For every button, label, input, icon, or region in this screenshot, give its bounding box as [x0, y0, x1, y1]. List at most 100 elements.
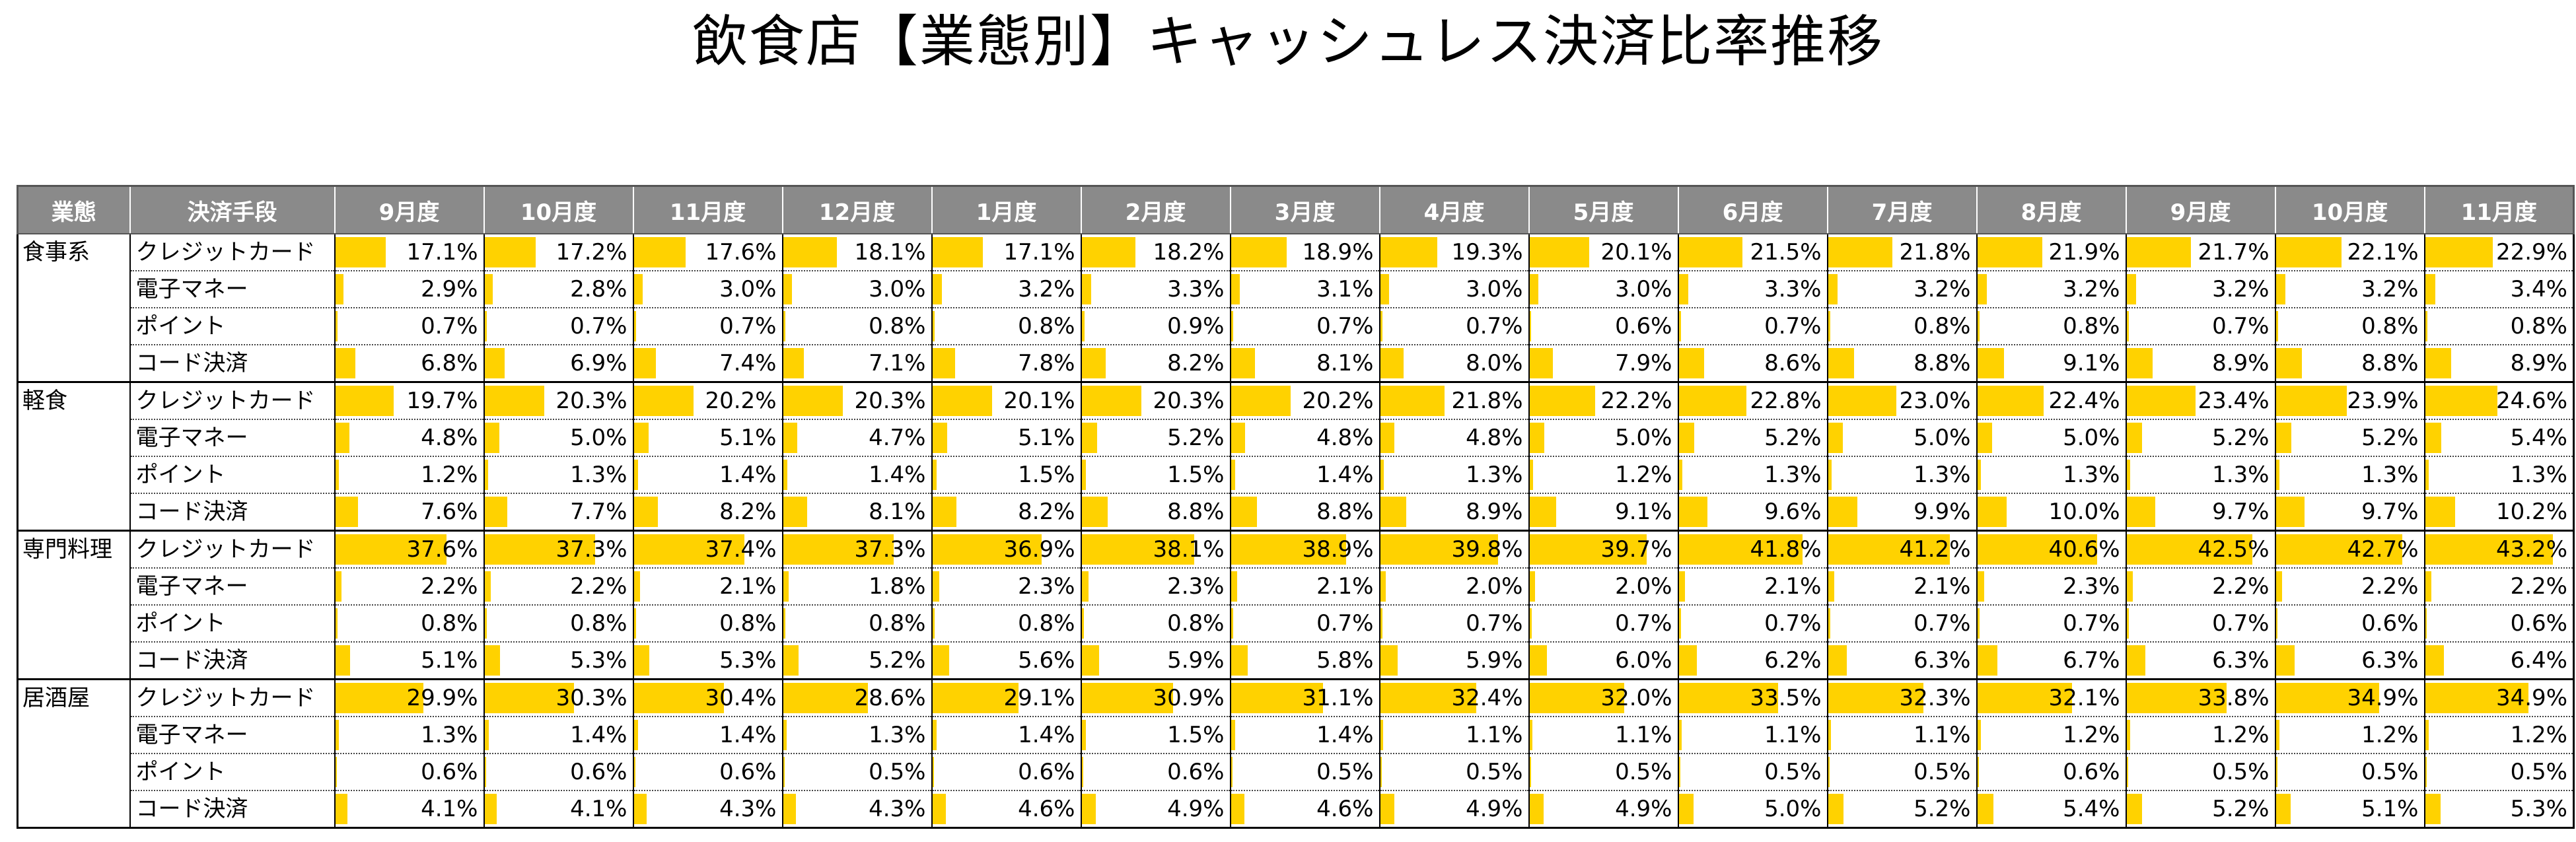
data-bar — [1529, 386, 1595, 416]
data-label: 19.3% — [1451, 239, 1523, 265]
value-cell: 9.7% — [2274, 493, 2425, 532]
table-row: コード決済 6.8% 6.9% 7.4% 7.1% 7.8% 8.2% 8.1% 8.0% 7.9… — [18, 345, 2575, 383]
data-bar — [2126, 720, 2130, 750]
header-month-15: 11月度 — [2423, 185, 2575, 234]
value-cell: 1.2% — [2423, 717, 2575, 754]
value-cell: 34.9% — [2274, 679, 2425, 717]
data-bar — [484, 386, 545, 416]
category-cell: 食事系 — [17, 234, 131, 383]
value-cell: 7.4% — [632, 345, 783, 383]
value-cell: 1.2% — [2274, 717, 2425, 754]
data-bar — [1828, 608, 1830, 639]
data-bar — [1380, 423, 1394, 453]
value-cell: 20.3% — [483, 382, 634, 420]
value-cell: 3.2% — [931, 271, 1082, 308]
value-cell: 0.8% — [2274, 308, 2425, 345]
value-cell: 1.1% — [1528, 717, 1679, 754]
value-cell: 0.8% — [632, 605, 783, 643]
value-cell: 6.2% — [1677, 642, 1828, 680]
data-bar — [1828, 348, 1854, 378]
data-label: 8.9% — [2212, 350, 2270, 376]
value-cell: 5.0% — [1976, 419, 2127, 457]
data-bar — [1529, 497, 1557, 527]
data-bar — [633, 683, 724, 713]
data-label: 0.8% — [570, 610, 627, 637]
value-cell: 4.3% — [632, 790, 783, 829]
value-cell: 6.7% — [1976, 642, 2127, 680]
data-label: 17.2% — [555, 239, 627, 265]
data-label: 22.9% — [2495, 239, 2567, 265]
data-label: 7.4% — [719, 350, 777, 376]
value-cell: 4.1% — [334, 790, 485, 829]
value-cell: 1.3% — [1677, 456, 1828, 494]
data-label: 1.3% — [2361, 462, 2419, 488]
data-label: 5.9% — [1167, 647, 1225, 674]
value-cell: 8.8% — [1080, 493, 1231, 532]
data-label: 37.6% — [406, 536, 478, 563]
data-bar — [1678, 571, 1685, 602]
data-bar — [1529, 460, 1533, 490]
value-cell: 5.1% — [2274, 790, 2425, 829]
data-label: 1.4% — [869, 462, 926, 488]
data-label: 36.9% — [1003, 536, 1075, 563]
data-bar — [1081, 720, 1087, 750]
data-label: 7.1% — [869, 350, 926, 376]
data-bar — [484, 311, 487, 341]
data-label: 0.5% — [2212, 759, 2270, 785]
value-cell: 4.1% — [483, 790, 634, 829]
value-cell: 1.4% — [931, 717, 1082, 754]
data-label: 38.9% — [1302, 536, 1374, 563]
data-bar — [2425, 683, 2528, 713]
data-bar — [2275, 348, 2302, 378]
value-cell: 5.0% — [1528, 419, 1679, 457]
value-cell: 3.2% — [2125, 271, 2276, 308]
data-bar — [335, 794, 347, 824]
header-month-2: 10月度 — [483, 185, 634, 234]
data-label: 0.9% — [1167, 313, 1225, 339]
value-cell: 0.6% — [483, 754, 634, 791]
data-bar — [2425, 423, 2441, 453]
table-row: 居酒屋 クレジットカード 29.9% 30.3% 30.4% 28.6% 29.1% 30.9… — [17, 679, 2575, 829]
value-cell: 1.1% — [1378, 717, 1530, 754]
data-label: 4.1% — [570, 796, 627, 822]
table-row: ポイント 0.8% 0.8% 0.8% 0.8% 0.8% 0.8% 0.7% 0.7% 0.7%… — [18, 605, 2575, 643]
data-bar — [1081, 423, 1097, 453]
data-bar — [2126, 460, 2131, 490]
data-label: 1.4% — [570, 722, 627, 748]
data-label: 1.3% — [2063, 462, 2120, 488]
data-label: 0.8% — [1914, 313, 1971, 339]
data-bar — [2425, 645, 2445, 676]
value-cell: 21.5% — [1677, 234, 1828, 271]
data-label: 0.6% — [570, 759, 627, 785]
value-cell: 0.7% — [1528, 605, 1679, 643]
data-label: 37.4% — [705, 536, 777, 563]
value-cell: 5.4% — [2423, 419, 2575, 457]
data-label: 5.3% — [570, 647, 627, 674]
data-label: 0.7% — [2063, 610, 2120, 637]
data-bar — [1977, 311, 1980, 341]
value-cell: 4.6% — [1229, 790, 1380, 829]
data-bar — [335, 757, 338, 787]
data-bar — [484, 274, 493, 304]
data-bar — [1380, 683, 1476, 713]
header-month-4: 12月度 — [781, 185, 933, 234]
data-label: 6.7% — [2063, 647, 2120, 674]
data-bar — [1529, 534, 1647, 565]
data-bar — [484, 423, 499, 453]
data-bar — [2275, 423, 2291, 453]
value-cell: 32.1% — [1976, 679, 2127, 717]
data-label: 2.1% — [719, 573, 777, 600]
data-bar — [633, 571, 640, 602]
data-label: 9.9% — [1914, 499, 1971, 525]
value-cell: 0.7% — [1378, 308, 1530, 345]
table-row: ポイント 0.7% 0.7% 0.7% 0.8% 0.8% 0.9% 0.7% 0.7% 0.6%… — [18, 308, 2575, 345]
data-label: 3.0% — [1615, 276, 1672, 302]
data-bar — [335, 348, 355, 378]
value-cell: 32.4% — [1378, 679, 1530, 717]
data-bar — [1828, 237, 1893, 267]
data-bar — [932, 423, 948, 453]
data-label: 39.7% — [1600, 536, 1672, 563]
value-cell: 10.0% — [1976, 493, 2127, 532]
header-month-13: 9月度 — [2125, 185, 2276, 234]
data-bar — [1529, 423, 1544, 453]
